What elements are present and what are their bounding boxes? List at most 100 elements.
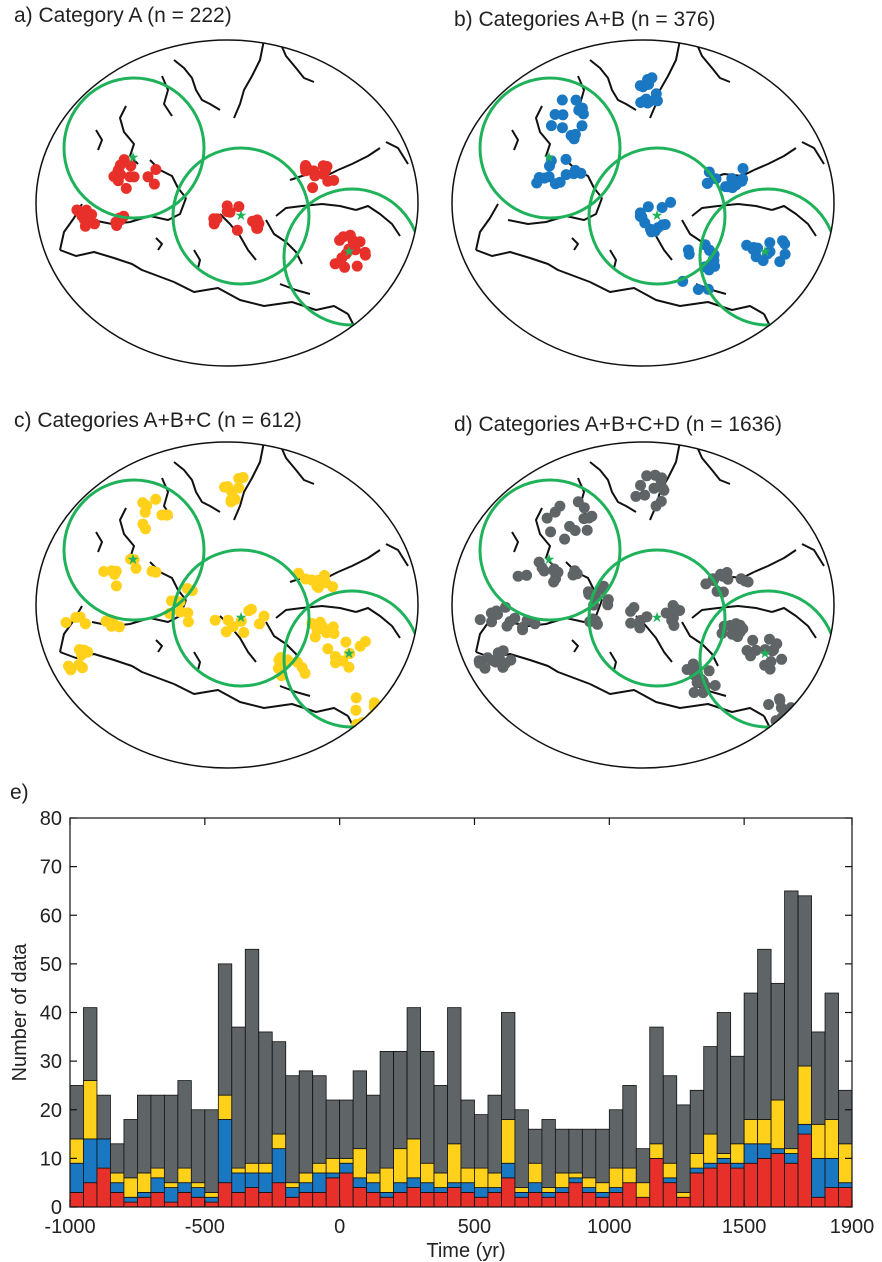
bar-c [312,1162,327,1174]
region-circle [587,548,727,688]
bar-d [285,1075,300,1184]
bar-c [797,1065,812,1125]
site-dot [699,261,711,273]
bar-d [743,992,759,1120]
bar-b [447,1182,462,1188]
site-dot [114,159,126,171]
site-dot [779,248,791,260]
site-dot [337,655,349,667]
coastline [753,147,797,171]
coastline [275,605,357,619]
site-dot [512,570,524,582]
site-dot [735,573,747,585]
bar-d [110,1143,125,1174]
bar-b [217,1119,233,1184]
bar-c [258,1162,273,1174]
coastline [385,543,409,567]
bar-c [770,1099,785,1150]
site-dot [490,656,501,668]
coastline [691,605,773,619]
bar-a [487,1192,502,1208]
coastline [193,249,201,269]
bar-a [96,1167,111,1208]
bar-b [137,1192,152,1198]
site-dot [98,566,110,577]
bar-b [743,1143,759,1164]
coastline [173,281,349,315]
site-dot [128,554,140,566]
site-dot [641,470,653,482]
site-dot [314,616,326,628]
bar-d [339,1099,354,1159]
region-circle [62,478,206,622]
bar-a [325,1177,341,1208]
coastline [355,607,401,639]
bar-b [258,1172,273,1193]
site-dot [570,94,582,106]
site-dot [682,244,694,256]
site-dot [308,165,320,177]
y-tick-label: 10 [40,1148,62,1170]
bar-d [622,1085,637,1169]
bar-d [204,1109,219,1193]
x-tick-label: 1000 [587,1216,632,1238]
bar-a [110,1192,125,1208]
coastline [535,507,555,567]
bar-b [325,1172,341,1179]
region-center-star: ★ [759,646,772,662]
y-tick-label: 70 [40,857,62,879]
site-dot [700,578,712,590]
bar-d [244,948,260,1164]
coastline [694,442,731,485]
site-dot [549,109,561,120]
site-dot [209,614,221,626]
coastline [801,141,825,165]
bar-c [244,1162,260,1174]
coastline [161,75,173,117]
bar-a [662,1182,678,1208]
bar-b [379,1192,394,1198]
site-dot [368,700,380,712]
bar-a [366,1192,381,1208]
bar-c [231,1167,246,1174]
bar-c [716,1153,732,1159]
x-tick-label: -1000 [44,1216,95,1238]
site-dot [320,577,332,589]
coastline [193,651,201,671]
site-dot [529,618,541,630]
y-tick-label: 30 [40,1051,62,1073]
coastline [337,549,381,573]
coastline [119,105,139,165]
site-dot [354,236,366,248]
bar-c [730,1143,745,1164]
site-dot [499,658,511,669]
bar-b [231,1172,246,1193]
bar-c [554,1172,570,1188]
x-tick-label: 1500 [722,1216,767,1238]
site-dot [329,258,341,270]
bar-b [339,1162,354,1174]
bar-a [258,1192,273,1208]
bar-d [460,1099,475,1169]
bar-b [568,1177,583,1184]
site-dot [598,580,609,592]
bar-c [69,1138,84,1164]
site-dot [350,692,362,704]
bar-a [231,1192,246,1208]
site-dot [359,249,371,261]
bar-a [217,1182,233,1208]
site-dot [774,694,786,706]
bar-a [730,1167,745,1208]
panel-e-label: e) [10,781,29,804]
bar-a [339,1172,354,1208]
site-dot [148,178,160,190]
site-dot [630,490,642,502]
bar-a [83,1182,98,1208]
bar-a [433,1192,448,1208]
site-dot [120,182,132,194]
site-dot [538,565,550,577]
site-dot [233,201,245,213]
region-circle [478,76,622,220]
bar-c [487,1172,502,1188]
coastline [95,129,103,151]
